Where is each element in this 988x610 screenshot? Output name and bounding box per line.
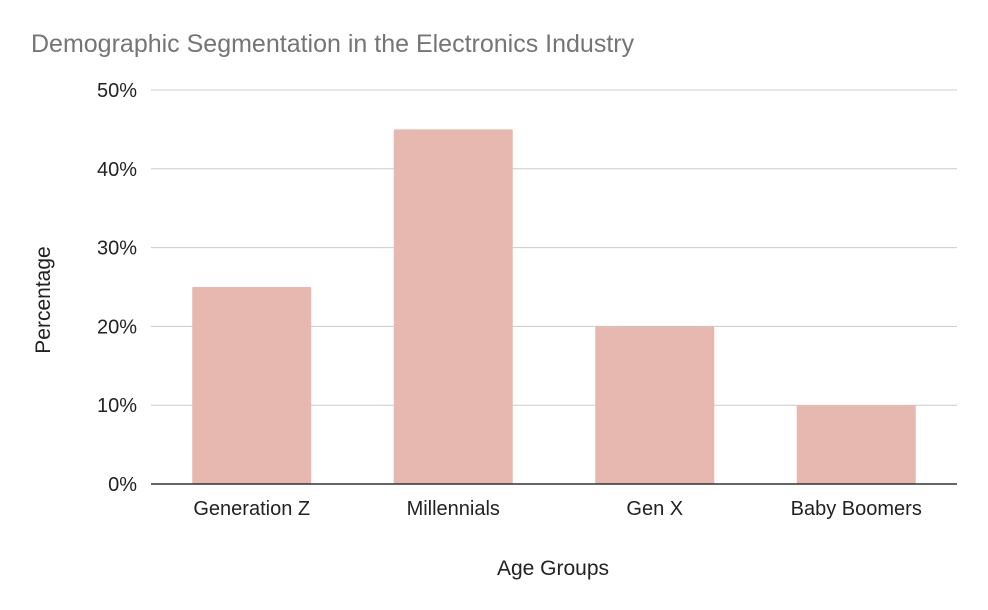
y-tick-label: 20% (97, 316, 137, 338)
y-tick-labels: 0% 10% 20% 30% 40% 50% (97, 80, 137, 496)
y-tick-label: 30% (97, 238, 137, 260)
y-tick-label: 10% (97, 395, 137, 417)
y-tick-label: 40% (97, 159, 137, 181)
bars (192, 129, 916, 484)
x-axis-label: Age Groups (497, 557, 609, 580)
x-tick-label: Baby Boomers (791, 498, 922, 520)
chart-title: Demographic Segmentation in the Electron… (31, 30, 635, 58)
x-tick-labels: Generation Z Millennials Gen X Baby Boomers (193, 498, 921, 520)
x-tick-label: Millennials (407, 498, 500, 520)
y-tick-label: 50% (97, 80, 137, 102)
x-tick-label: Generation Z (193, 498, 310, 520)
y-axis-label: Percentage (32, 246, 55, 353)
bar-generation-z (192, 287, 312, 484)
bar-baby-boomers (796, 405, 916, 484)
bar-millennials (393, 129, 513, 484)
x-tick-label: Gen X (626, 498, 683, 520)
bar-gen-x (595, 326, 715, 484)
y-tick-label: 0% (108, 474, 137, 496)
